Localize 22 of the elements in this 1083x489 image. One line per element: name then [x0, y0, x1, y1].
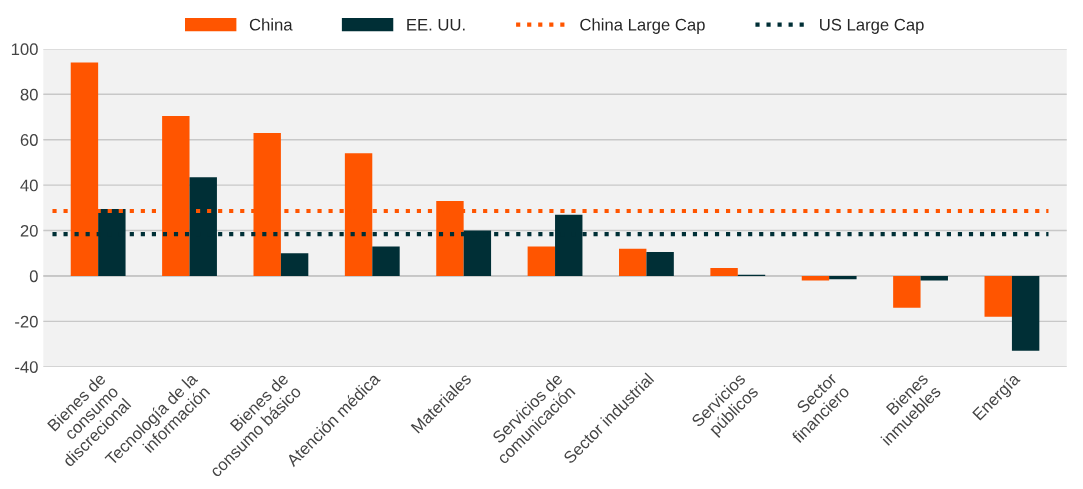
legend-label: China Large Cap: [580, 18, 705, 34]
bar: [372, 246, 400, 276]
y-tick-label: -40: [15, 361, 38, 373]
bar: [984, 275, 1012, 317]
bar: [527, 246, 556, 276]
y-tick-label: -20: [15, 315, 38, 328]
legend-label: EE. UU.: [407, 18, 465, 31]
bar: [710, 267, 738, 276]
bar: [1011, 275, 1040, 351]
y-tick-label: 0: [29, 270, 38, 283]
bar: [893, 275, 921, 308]
legend-label: US Large Cap: [820, 18, 924, 34]
bar: [619, 248, 647, 276]
bar: [829, 275, 857, 280]
bar: [646, 252, 674, 276]
y-tick-label: 60: [20, 134, 38, 146]
legend-label: China: [249, 18, 293, 31]
y-tick-label: 100: [11, 43, 38, 56]
y-tick-label: 80: [20, 88, 38, 101]
y-tick-label: 40: [20, 179, 38, 192]
y-tick-label: 20: [20, 224, 38, 237]
bar: [280, 253, 309, 276]
